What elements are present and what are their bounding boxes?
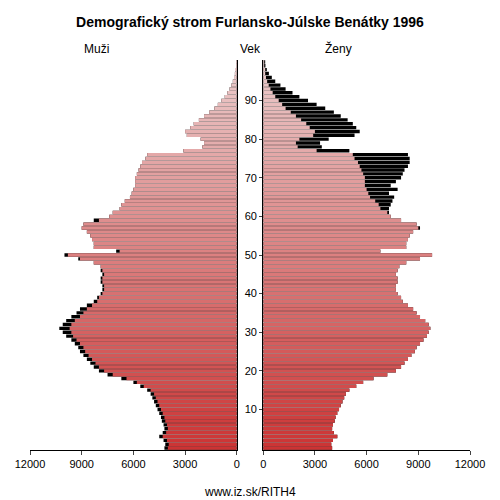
svg-text:www.iz.sk/RITH4: www.iz.sk/RITH4 [204,485,296,499]
svg-text:70: 70 [245,172,257,184]
svg-text:12000: 12000 [15,458,46,470]
svg-text:Muži: Muži [84,42,109,56]
svg-text:90: 90 [245,94,257,106]
svg-text:9000: 9000 [69,458,93,470]
svg-text:Ženy: Ženy [325,41,352,56]
svg-text:40: 40 [245,287,257,299]
svg-text:0: 0 [260,458,266,470]
svg-text:6000: 6000 [354,458,378,470]
svg-text:30: 30 [245,326,257,338]
svg-text:6000: 6000 [121,458,145,470]
svg-text:80: 80 [245,133,257,145]
svg-text:60: 60 [245,210,257,222]
svg-text:50: 50 [245,249,257,261]
svg-text:10: 10 [245,403,257,415]
svg-text:9000: 9000 [406,458,430,470]
svg-text:Demografický strom Furlansko-J: Demografický strom Furlansko-Júlske Bená… [76,14,424,30]
svg-text:Vek: Vek [240,42,261,56]
svg-text:0: 0 [234,458,240,470]
svg-text:3000: 3000 [173,458,197,470]
svg-text:12000: 12000 [455,458,486,470]
svg-text:20: 20 [245,365,257,377]
svg-text:3000: 3000 [303,458,327,470]
